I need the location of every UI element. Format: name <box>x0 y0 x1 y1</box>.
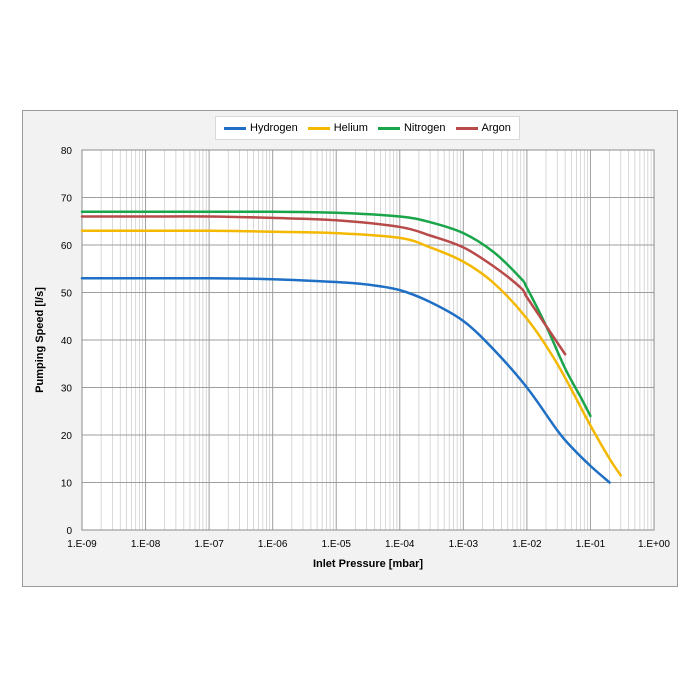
legend-label: Nitrogen <box>403 122 446 134</box>
legend-item-helium: Helium <box>307 122 368 134</box>
series-line-argon <box>80 215 567 356</box>
legend-label: Hydrogen <box>250 122 298 134</box>
series-line-helium <box>80 229 623 477</box>
chart-svg: 1.E-09 1.E-08 1.E-07 1.E-06 1.E-05 1.E-04 1.E-… <box>34 146 670 570</box>
x-tick-label: 1.E-04 <box>385 539 415 550</box>
series-line-hydrogen <box>80 276 611 484</box>
legend-swatch <box>307 126 330 130</box>
y-tick-label: 50 <box>61 289 73 300</box>
series-line-nitrogen <box>80 210 592 418</box>
legend-item-nitrogen: Nitrogen <box>377 122 446 134</box>
y-tick-label: 10 <box>61 479 73 490</box>
x-tick-label: 1.E-02 <box>512 539 542 550</box>
y-axis-title: Pumping Speed [l/s] <box>34 287 46 393</box>
y-tick-label: 40 <box>61 336 73 347</box>
y-tick-label: 70 <box>61 194 73 205</box>
y-tick-label: 0 <box>66 526 72 537</box>
legend-item-argon: Argon <box>455 122 511 134</box>
x-tick-label: 1.E-08 <box>131 539 161 550</box>
plot-area-border <box>81 149 655 531</box>
x-tick-labels: 1.E-09 1.E-08 1.E-07 1.E-06 1.E-05 1.E-04 1.E-… <box>67 539 670 550</box>
series-layer <box>80 210 623 484</box>
x-tick-label: 1.E-07 <box>194 539 224 550</box>
y-tick-label: 30 <box>61 384 73 395</box>
legend-swatch <box>224 126 246 130</box>
legend-label: Argon <box>481 122 511 134</box>
x-tick-label: 1.E-09 <box>67 539 97 550</box>
x-tick-label: 1.E+00 <box>638 539 670 550</box>
y-tick-label: 60 <box>61 241 73 252</box>
grid-layer <box>81 149 654 531</box>
legend-swatch <box>377 126 400 130</box>
y-tick-labels: 0 10 20 30 40 50 60 70 80 <box>61 146 73 537</box>
y-tick-label: 80 <box>61 146 73 157</box>
x-tick-label: 1.E-06 <box>258 539 288 550</box>
y-tick-label: 20 <box>61 431 73 442</box>
x-tick-label: 1.E-05 <box>321 539 351 550</box>
legend-swatch <box>455 126 478 130</box>
x-tick-label: 1.E-03 <box>449 539 479 550</box>
chart-panel: 1.E-09 1.E-08 1.E-07 1.E-06 1.E-05 1.E-04 1.E-… <box>22 110 678 587</box>
legend: Hydrogen Helium Nitrogen Argon <box>215 116 520 140</box>
x-axis-title: Inlet Pressure [mbar] <box>313 558 423 570</box>
legend-item-hydrogen: Hydrogen <box>224 122 298 134</box>
x-tick-label: 1.E-01 <box>576 539 606 550</box>
legend-label: Helium <box>333 122 368 134</box>
